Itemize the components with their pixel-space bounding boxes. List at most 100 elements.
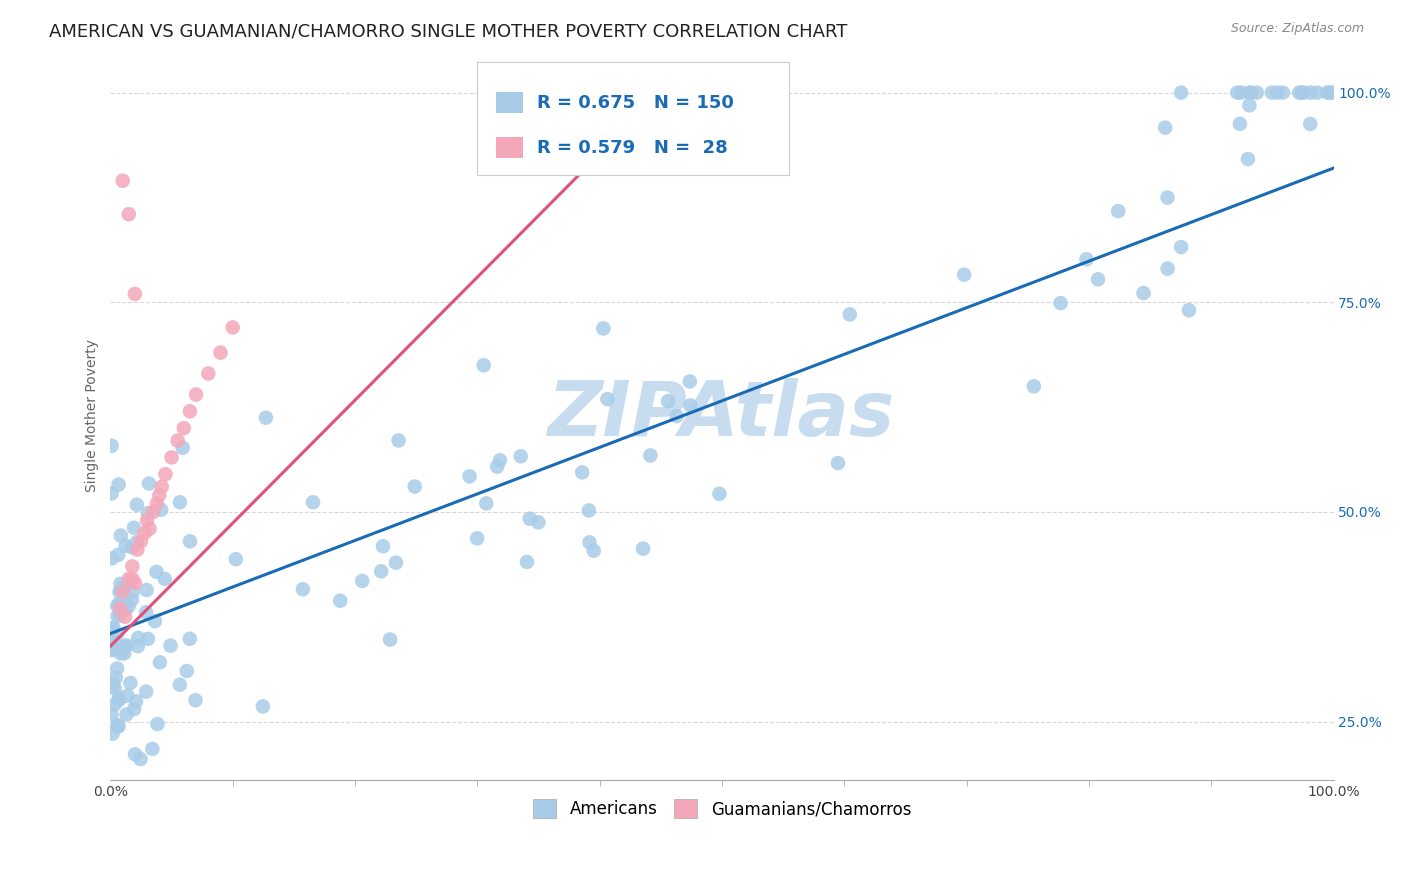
Point bbox=[124, 747, 146, 762]
Point bbox=[101, 679, 124, 693]
Point bbox=[121, 572, 143, 586]
Point bbox=[100, 643, 122, 657]
Point bbox=[101, 677, 124, 691]
Point bbox=[146, 717, 169, 731]
Point bbox=[110, 582, 132, 597]
Point bbox=[159, 639, 181, 653]
Point bbox=[527, 516, 550, 530]
Point bbox=[107, 719, 129, 733]
Point bbox=[107, 719, 129, 733]
Point bbox=[489, 453, 512, 467]
Text: AMERICAN VS GUAMANIAN/CHAMORRO SINGLE MOTHER POVERTY CORRELATION CHART: AMERICAN VS GUAMANIAN/CHAMORRO SINGLE MO… bbox=[49, 22, 848, 40]
Point bbox=[122, 521, 145, 535]
Point bbox=[127, 631, 149, 645]
Point bbox=[135, 605, 157, 619]
Point bbox=[105, 599, 128, 613]
Point bbox=[1288, 86, 1310, 100]
Point bbox=[100, 707, 122, 722]
Point bbox=[596, 392, 619, 406]
Point bbox=[1299, 86, 1322, 100]
Point bbox=[1316, 86, 1339, 100]
Point bbox=[121, 541, 143, 555]
Point bbox=[509, 450, 531, 464]
Point bbox=[107, 548, 129, 562]
Point bbox=[254, 410, 277, 425]
Text: R = 0.675   N = 150: R = 0.675 N = 150 bbox=[537, 95, 734, 112]
Point bbox=[184, 387, 207, 401]
Point bbox=[679, 398, 702, 412]
Point bbox=[1226, 86, 1249, 100]
Point bbox=[120, 676, 142, 690]
Point bbox=[135, 684, 157, 698]
Point bbox=[136, 513, 159, 527]
Point bbox=[578, 535, 600, 549]
Point bbox=[104, 681, 127, 696]
Point bbox=[107, 718, 129, 732]
Point bbox=[150, 480, 173, 494]
Point bbox=[1246, 86, 1268, 100]
Point bbox=[709, 487, 731, 501]
Point bbox=[117, 689, 139, 703]
Point bbox=[173, 421, 195, 435]
Point bbox=[108, 585, 131, 599]
Point bbox=[1319, 86, 1341, 100]
Point bbox=[114, 640, 136, 654]
Point bbox=[1170, 86, 1192, 100]
Point bbox=[1239, 86, 1261, 100]
Point bbox=[141, 742, 163, 756]
Point bbox=[475, 496, 498, 510]
Point bbox=[179, 632, 201, 646]
Point bbox=[121, 592, 143, 607]
Point bbox=[108, 601, 131, 615]
Point bbox=[101, 640, 124, 655]
Point bbox=[592, 321, 614, 335]
Point bbox=[108, 690, 131, 705]
Point bbox=[108, 607, 131, 621]
Text: ZIPAtlas: ZIPAtlas bbox=[548, 378, 896, 452]
Point bbox=[105, 627, 128, 641]
Point bbox=[114, 603, 136, 617]
Point bbox=[222, 320, 245, 334]
Point bbox=[142, 505, 165, 519]
Point bbox=[114, 609, 136, 624]
Point bbox=[465, 532, 488, 546]
Point bbox=[1154, 120, 1177, 135]
Point bbox=[1156, 261, 1178, 276]
Point bbox=[458, 469, 481, 483]
Point bbox=[1170, 240, 1192, 254]
Point bbox=[385, 556, 408, 570]
Point bbox=[1237, 152, 1260, 166]
Point bbox=[118, 207, 141, 221]
Point bbox=[124, 286, 146, 301]
Point bbox=[114, 539, 136, 553]
Point bbox=[252, 699, 274, 714]
Point bbox=[953, 268, 976, 282]
Point bbox=[1240, 86, 1263, 100]
Point bbox=[578, 503, 600, 517]
Point bbox=[136, 632, 159, 646]
Point bbox=[108, 596, 131, 610]
Point bbox=[100, 551, 122, 566]
Point bbox=[125, 498, 148, 512]
Point bbox=[129, 534, 152, 549]
Point bbox=[127, 542, 149, 557]
Point bbox=[166, 434, 188, 448]
Point bbox=[150, 502, 173, 516]
Point bbox=[124, 576, 146, 591]
Point bbox=[103, 698, 125, 712]
Point bbox=[136, 506, 159, 520]
Point bbox=[472, 358, 495, 372]
Point bbox=[404, 479, 426, 493]
Text: Source: ZipAtlas.com: Source: ZipAtlas.com bbox=[1230, 22, 1364, 36]
Point bbox=[1156, 191, 1178, 205]
Point bbox=[169, 678, 191, 692]
Point bbox=[134, 525, 156, 540]
Point bbox=[1087, 272, 1109, 286]
FancyBboxPatch shape bbox=[478, 62, 789, 175]
Point bbox=[110, 646, 132, 660]
Point bbox=[153, 572, 176, 586]
Point bbox=[100, 439, 122, 453]
Point bbox=[571, 466, 593, 480]
Point bbox=[209, 345, 232, 359]
Point bbox=[1107, 204, 1129, 219]
